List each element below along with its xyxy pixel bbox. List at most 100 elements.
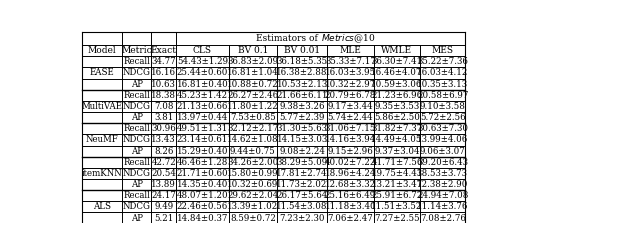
Text: 13.99±4.06: 13.99±4.06 [417,136,468,144]
Text: WMLE: WMLE [381,46,413,55]
Text: 36.30±7.41: 36.30±7.41 [371,57,422,66]
Text: 30.96: 30.96 [151,124,176,133]
Text: 16.38±2.88: 16.38±2.88 [276,68,328,78]
Text: 34.77: 34.77 [152,57,176,66]
Text: ALS: ALS [93,202,111,211]
Text: 9.06±3.07: 9.06±3.07 [420,146,465,156]
Text: 16.16: 16.16 [151,68,176,78]
Text: 38.29±5.09: 38.29±5.09 [276,158,328,167]
Text: 9.08±2.24: 9.08±2.24 [279,146,325,156]
Text: CLS: CLS [193,46,212,55]
Text: 40.02±7.22: 40.02±7.22 [324,158,376,167]
Text: NDCG: NDCG [123,136,150,144]
Text: 20.58±6.97: 20.58±6.97 [417,91,468,100]
Text: 7.08±2.76: 7.08±2.76 [420,214,466,222]
Text: 14.49±4.05: 14.49±4.05 [371,136,422,144]
Text: 7.06±2.47: 7.06±2.47 [328,214,373,222]
Text: NDCG: NDCG [123,102,150,111]
Text: 15.80±0.99: 15.80±0.99 [227,169,278,178]
Text: NDCG: NDCG [123,202,150,211]
Text: 24.94±7.08: 24.94±7.08 [417,191,468,200]
Text: 25.44±0.60: 25.44±0.60 [177,68,228,78]
Text: 26.27±2.46: 26.27±2.46 [227,91,278,100]
Text: 9.49: 9.49 [154,202,173,211]
Text: 31.30±5.63: 31.30±5.63 [276,124,328,133]
Text: 41.71±7.56: 41.71±7.56 [371,158,422,167]
Text: 35.33±7.17: 35.33±7.17 [325,57,376,66]
Text: 8.59±0.72: 8.59±0.72 [230,214,276,222]
Text: 7.08: 7.08 [154,102,173,111]
Text: AP: AP [131,180,143,189]
Text: 16.03±3.95: 16.03±3.95 [325,68,376,78]
Text: 21.71±0.60: 21.71±0.60 [177,169,228,178]
Text: NeuMF: NeuMF [85,136,118,144]
Text: 12.68±3.32: 12.68±3.32 [325,180,376,189]
Text: 23.14±0.61: 23.14±0.61 [177,136,228,144]
Text: 9.35±3.53: 9.35±3.53 [374,102,420,111]
Text: 35.22±7.36: 35.22±7.36 [417,57,468,66]
Text: 20.79±6.78: 20.79±6.78 [324,91,376,100]
Text: Recall: Recall [123,191,150,200]
Text: Estimators of: Estimators of [256,34,321,43]
Text: 11.73±2.02: 11.73±2.02 [276,180,328,189]
Text: BV 0.01: BV 0.01 [284,46,320,55]
Text: Metric: Metric [121,46,152,55]
Text: 10.59±3.06: 10.59±3.06 [371,80,422,88]
Text: 7.27±2.55: 7.27±2.55 [374,214,420,222]
Text: 10.32±0.69: 10.32±0.69 [227,180,278,189]
Text: 16.46±4.07: 16.46±4.07 [371,68,422,78]
Text: 10.35±3.13: 10.35±3.13 [417,80,468,88]
Text: 14.16±3.94: 14.16±3.94 [325,136,376,144]
Text: 12.38±2.90: 12.38±2.90 [417,180,468,189]
Text: 11.54±3.08: 11.54±3.08 [276,202,328,211]
Text: 9.38±3.26: 9.38±3.26 [279,102,324,111]
Text: 26.17±5.64: 26.17±5.64 [276,191,328,200]
Text: 20.54: 20.54 [151,169,176,178]
Text: 25.16±6.49: 25.16±6.49 [325,191,376,200]
Text: 18.38: 18.38 [151,91,176,100]
Text: 18.96±4.24: 18.96±4.24 [324,169,376,178]
Text: 36.83±2.09: 36.83±2.09 [227,57,278,66]
Text: 16.81±0.40: 16.81±0.40 [177,80,228,88]
Text: 5.21: 5.21 [154,214,173,222]
Text: 11.14±3.76: 11.14±3.76 [417,202,468,211]
Text: 7.23±2.30: 7.23±2.30 [279,214,324,222]
Text: AP: AP [131,146,143,156]
Text: 18.53±3.73: 18.53±3.73 [417,169,468,178]
Text: 49.51±1.31: 49.51±1.31 [177,124,228,133]
Text: 13.97±0.44: 13.97±0.44 [177,113,228,122]
Text: MLE: MLE [340,46,362,55]
Text: 17.81±2.74: 17.81±2.74 [276,169,328,178]
Text: EASE: EASE [90,68,114,78]
Text: 10.63: 10.63 [151,80,176,88]
Text: 36.18±5.35: 36.18±5.35 [276,57,328,66]
Text: NDCG: NDCG [123,68,150,78]
Text: 14.84±0.37: 14.84±0.37 [177,214,228,222]
Text: Recall: Recall [123,124,150,133]
Text: 13.39±1.02: 13.39±1.02 [227,202,278,211]
Text: 5.86±2.50: 5.86±2.50 [374,113,420,122]
Text: 48.07±1.20: 48.07±1.20 [177,191,228,200]
Text: 21.13±0.66: 21.13±0.66 [177,102,228,111]
Text: 13.89: 13.89 [151,180,176,189]
Text: NDCG: NDCG [123,169,150,178]
Text: 11.80±1.22: 11.80±1.22 [227,102,278,111]
Text: 30.63±7.30: 30.63±7.30 [417,124,468,133]
Text: 21.66±6.11: 21.66±6.11 [276,91,328,100]
Text: 3.81: 3.81 [154,113,173,122]
Text: itemKNN: itemKNN [81,169,122,178]
Text: Model: Model [88,46,116,55]
Text: Exact: Exact [150,46,177,55]
Text: 5.77±2.39: 5.77±2.39 [279,113,324,122]
Text: 7.53±0.85: 7.53±0.85 [230,113,276,122]
Text: Recall: Recall [123,57,150,66]
Text: 9.15±2.96: 9.15±2.96 [328,146,373,156]
Text: 16.81±1.04: 16.81±1.04 [227,68,278,78]
Text: 10.32±2.97: 10.32±2.97 [325,80,376,88]
Text: 22.46±0.56: 22.46±0.56 [177,202,228,211]
Text: 25.91±6.72: 25.91±6.72 [371,191,422,200]
Text: 9.17±3.44: 9.17±3.44 [328,102,373,111]
Text: 24.17: 24.17 [151,191,176,200]
Text: 11.51±3.52: 11.51±3.52 [371,202,422,211]
Text: 21.23±6.96: 21.23±6.96 [371,91,422,100]
